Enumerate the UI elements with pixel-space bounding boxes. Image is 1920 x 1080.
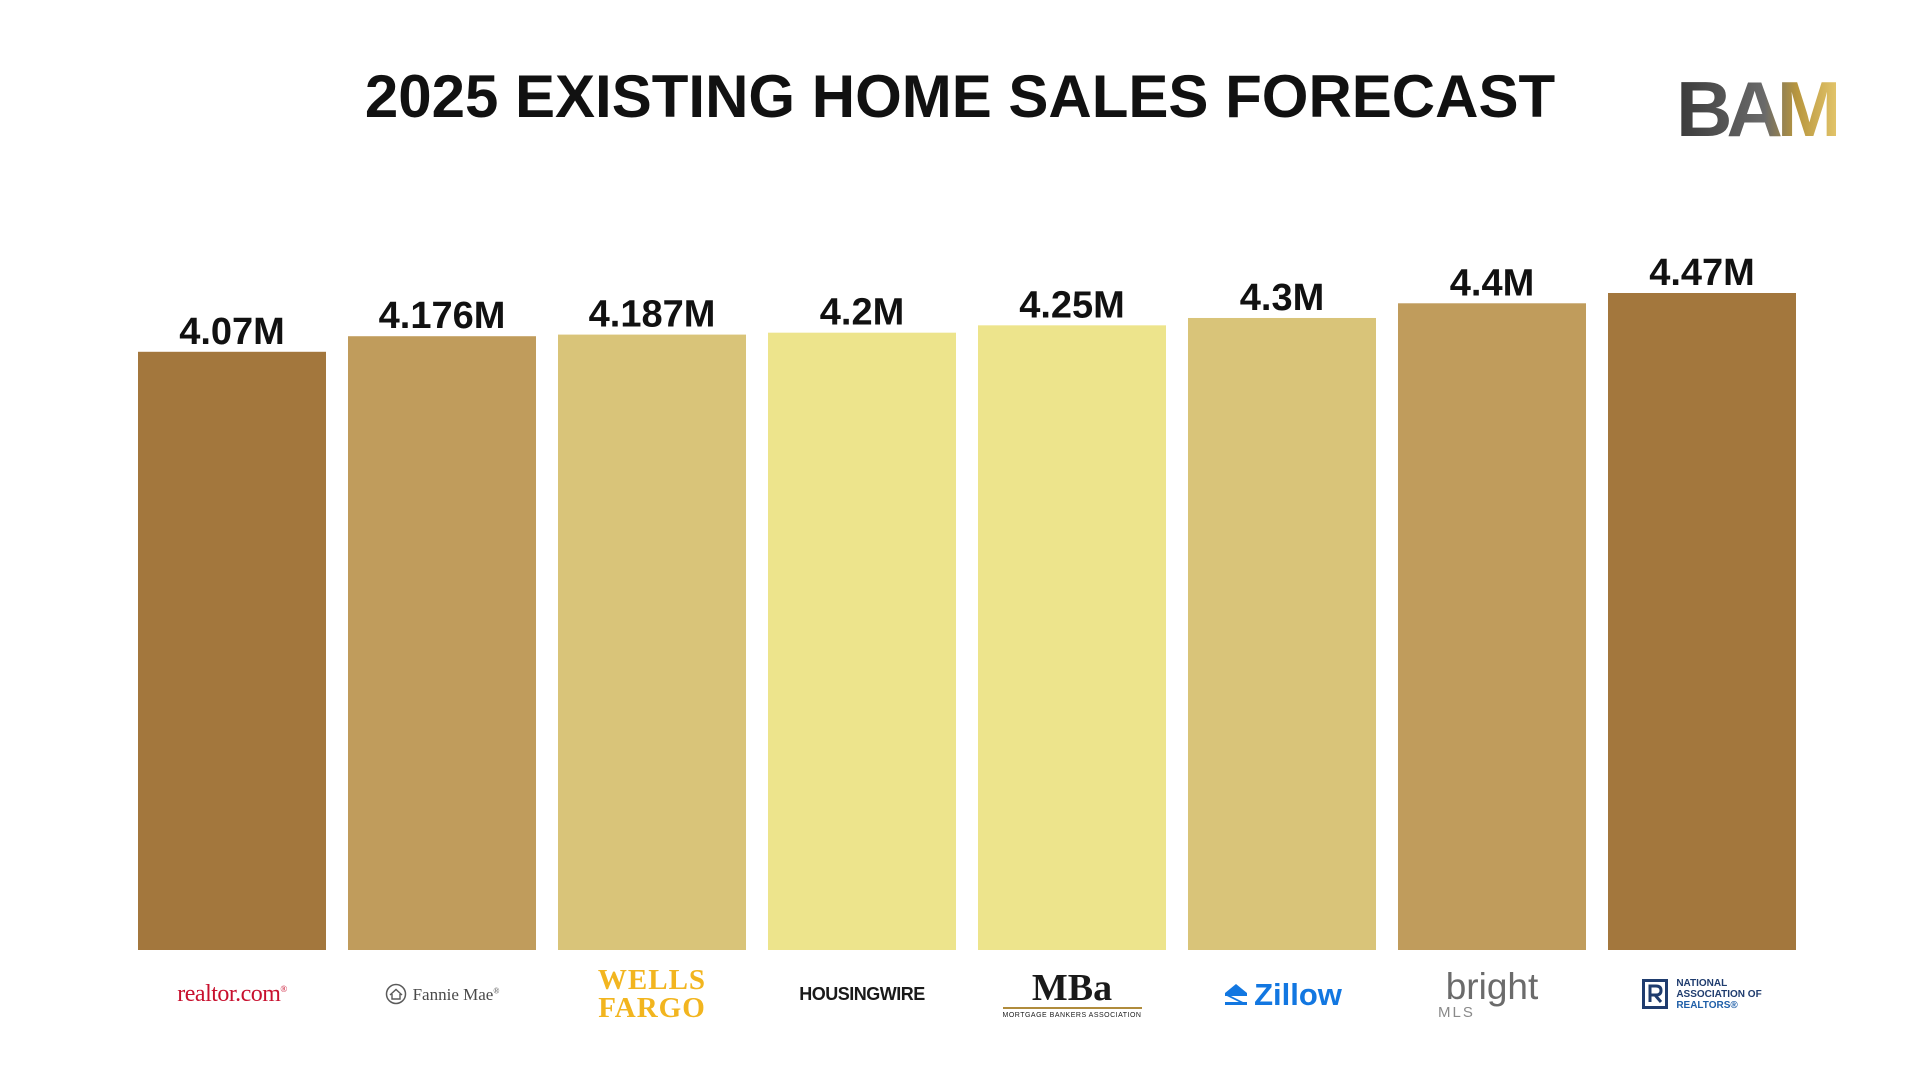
housingwire-logo: HOUSINGWIRE bbox=[799, 984, 925, 1004]
category-logo-nar: NATIONAL ASSOCIATION OF REALTORS® bbox=[1608, 958, 1796, 1030]
bright-mls-logo-subtitle: MLS bbox=[1438, 1004, 1475, 1021]
category-logo-realtor: realtor.com® bbox=[138, 958, 326, 1030]
bar-value-label-3: 4.187M bbox=[589, 294, 716, 336]
bar-1 bbox=[138, 351, 326, 950]
category-logo-housingwire: HOUSINGWIRE bbox=[768, 958, 956, 1030]
bar-value-label-5: 4.25M bbox=[1019, 284, 1125, 326]
category-logo-mba: MBa MORTGAGE BANKERS ASSOCIATION bbox=[978, 958, 1166, 1030]
bar-3 bbox=[558, 334, 746, 950]
category-logo-bright-mls: bright MLS bbox=[1398, 958, 1586, 1030]
bar-4 bbox=[768, 332, 956, 950]
nar-logo: NATIONAL ASSOCIATION OF REALTORS® bbox=[1676, 977, 1762, 1011]
bar-value-label-6: 4.3M bbox=[1240, 277, 1324, 319]
bar-6 bbox=[1188, 317, 1376, 950]
category-logo-wells-fargo: WELLS FARGO bbox=[558, 958, 746, 1030]
bar-value-label-8: 4.47M bbox=[1649, 252, 1755, 294]
mba-logo-subtitle: MORTGAGE BANKERS ASSOCIATION bbox=[1002, 1007, 1142, 1019]
zillow-logo: Zillow bbox=[1222, 979, 1342, 1010]
bar-2 bbox=[348, 336, 536, 951]
bar-value-label-1: 4.07M bbox=[179, 311, 285, 353]
bar-value-label-7: 4.4M bbox=[1450, 262, 1534, 304]
wells-fargo-logo-line2: FARGO bbox=[598, 992, 706, 1024]
bam-logo-text: BAM bbox=[1676, 68, 1836, 148]
bar-5 bbox=[978, 325, 1166, 950]
realtor-logo: realtor.com® bbox=[177, 981, 287, 1007]
category-logo-fannie-mae: Fannie Mae® bbox=[348, 958, 536, 1030]
zillow-house-icon bbox=[1225, 984, 1248, 1005]
chart-title: 2025 EXISTING HOME SALES FORECAST bbox=[364, 63, 1556, 130]
mba-logo: MBa bbox=[1031, 967, 1113, 1009]
category-logo-zillow: Zillow bbox=[1188, 958, 1376, 1030]
fannie-mae-logo: Fannie Mae® bbox=[385, 983, 499, 1005]
bar-7 bbox=[1398, 303, 1586, 951]
bar-value-label-4: 4.2M bbox=[820, 292, 904, 334]
fannie-mae-house-icon bbox=[385, 983, 406, 1005]
realtor-r-icon bbox=[1642, 979, 1669, 1009]
bright-mls-logo: bright bbox=[1445, 966, 1539, 1007]
wells-fargo-logo-line1: WELLS bbox=[597, 963, 707, 996]
bam-logo: BAM bbox=[1676, 68, 1836, 148]
bar-8 bbox=[1608, 293, 1796, 950]
bar-value-label-2: 4.176M bbox=[379, 295, 506, 337]
